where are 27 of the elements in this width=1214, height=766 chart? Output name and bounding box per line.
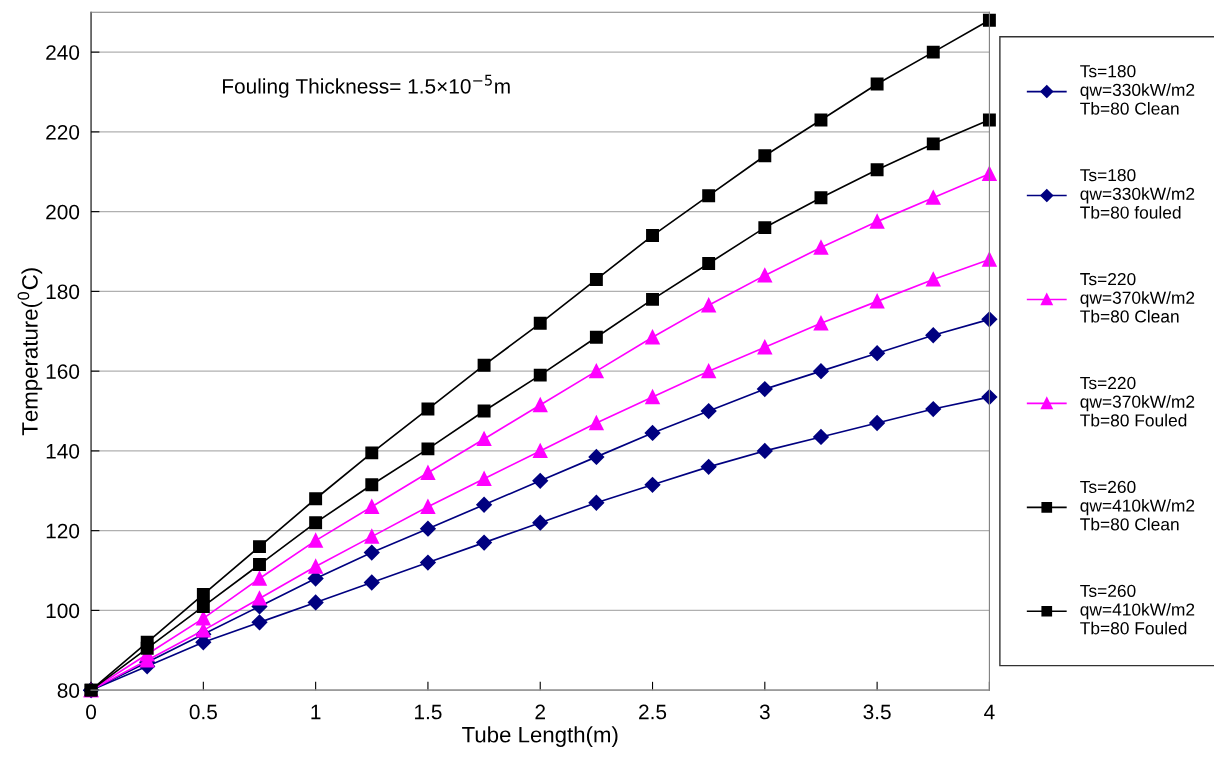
y-tick-label: 100 [46,603,80,619]
y-tick-label: 80 [57,683,80,698]
y-tick-label: 120 [46,523,80,539]
y-tick-label: 140 [46,443,80,459]
legend-label: Ts=220 qw=370kW/m2 Tb=80 Clean [1080,272,1195,323]
annotation: Fouling Thickness= 1.5×10$^{−5}$m [223,74,510,98]
x-tick-label: 0 [86,704,97,720]
x-tick-label: 4 [984,704,995,720]
y-tick-label: 240 [46,45,80,60]
x-tick-label: 3.5 [863,704,891,720]
legend-label: Ts=260 qw=410kW/m2 Tb=80 Clean [1080,480,1195,531]
legend-label: Ts=180 qw=330kW/m2 Tb=80 Clean [1080,65,1195,115]
y-axis-title: Temperature($^{0}$C) [17,268,43,436]
legend-label: Ts=220 qw=370kW/m2 Tb=80 Fouled [1080,376,1195,427]
x-tick-label: 1.5 [415,704,442,720]
y-tick-label: 200 [46,204,80,220]
y-tick-label: 180 [46,284,80,300]
x-tick-label: 1 [311,704,321,720]
y-tick-label: 160 [46,364,80,379]
x-tick-label: 2 [535,704,545,720]
x-tick-label: 0.5 [189,704,217,720]
x-tick-label: 2.5 [639,704,667,720]
x-axis-title: Tube Length(m) [462,726,618,747]
y-tick-label: 220 [46,124,80,140]
x-tick-label: 3 [759,704,770,720]
legend-label: Ts=180 qw=330kW/m2 Tb=80 fouled [1080,168,1195,219]
legend-label: Ts=260 qw=410kW/m2 Tb=80 Fouled [1080,584,1195,635]
